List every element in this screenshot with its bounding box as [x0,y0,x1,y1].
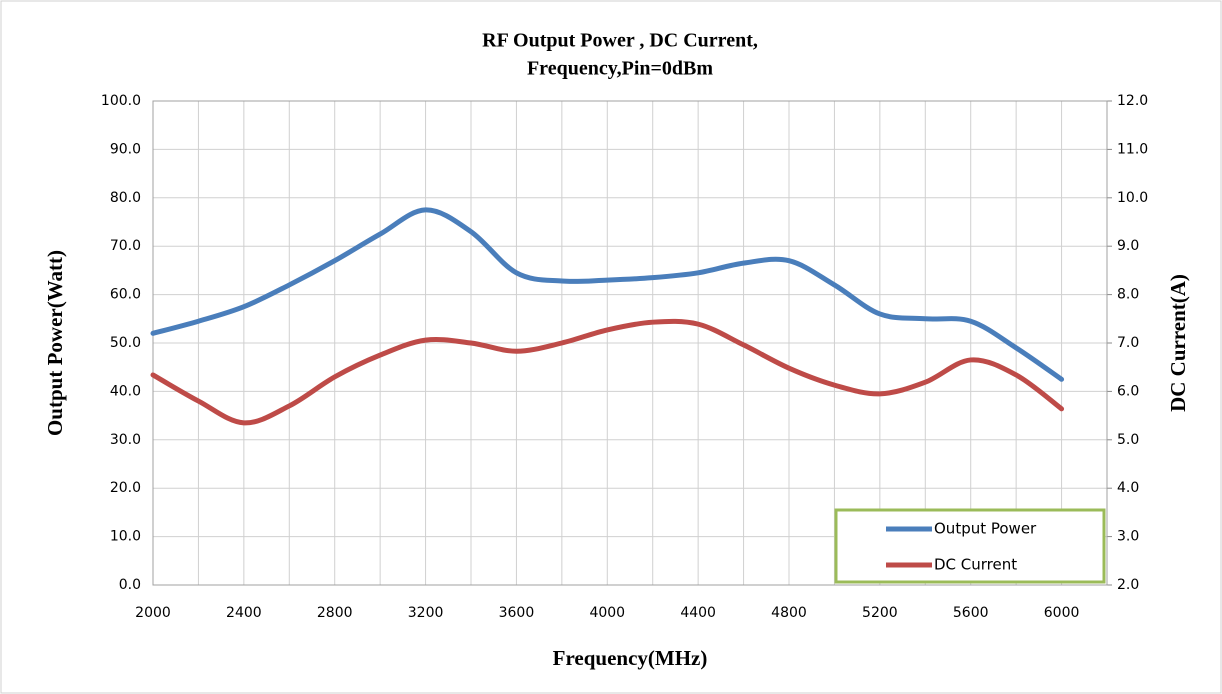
chart-title: RF Output Power , DC Current, [482,30,758,52]
y-tick-label: 60.0 [110,287,141,303]
series-line [150,318,1065,426]
y-tick-label: 30.0 [110,432,141,448]
legend-label: DC Current [934,556,1017,574]
y-tick-label: 90.0 [110,141,141,157]
x-tick-label: 2800 [317,605,353,621]
y-tick-label: 10.0 [110,529,141,545]
y2-tick-label: 6.0 [1117,383,1139,399]
y2-tick-label: 8.0 [1117,287,1139,303]
y2-tick-label: 3.0 [1117,529,1139,545]
x-tick-label: 2000 [135,605,171,621]
y2-tick-label: 2.0 [1117,577,1139,593]
x-tick-label: 3600 [499,605,535,621]
y2-tick-label: 7.0 [1117,335,1139,351]
legend-box [834,508,1106,584]
series-line [150,207,1065,382]
y-tick-label: 40.0 [110,383,141,399]
plot-border [152,100,1108,586]
y2-tick-label: 10.0 [1117,190,1148,206]
y-tick-label: 20.0 [110,480,141,496]
x-axis-label: Frequency(MHz) [553,646,708,670]
y-tick-label: 100.0 [101,93,141,109]
y2-tick-label: 5.0 [1117,432,1139,448]
y2-tick-label: 11.0 [1117,141,1148,157]
x-tick-label: 5600 [953,605,989,621]
x-tick-label: 4800 [771,605,807,621]
x-tick-label: 2400 [226,605,262,621]
y2-tick-label: 4.0 [1117,480,1139,496]
x-tick-label: 3200 [408,605,444,621]
y-tick-label: 50.0 [110,335,141,351]
chart-title: Frequency,Pin=0dBm [527,58,713,80]
x-tick-label: 4400 [680,605,716,621]
x-tick-label: 4000 [589,605,625,621]
y2-tick-label: 9.0 [1117,238,1139,254]
x-tick-label: 5200 [862,605,898,621]
y-tick-label: 70.0 [110,238,141,254]
y-tick-label: 80.0 [110,190,141,206]
y-axis-label: Output Power(Watt) [43,250,67,436]
y-tick-label: 0.0 [119,577,141,593]
y2-tick-label: 12.0 [1117,93,1148,109]
y2-axis-label: DC Current(A) [1166,274,1190,412]
legend-label: Output Power [934,520,1037,538]
x-tick-label: 6000 [1044,605,1080,621]
